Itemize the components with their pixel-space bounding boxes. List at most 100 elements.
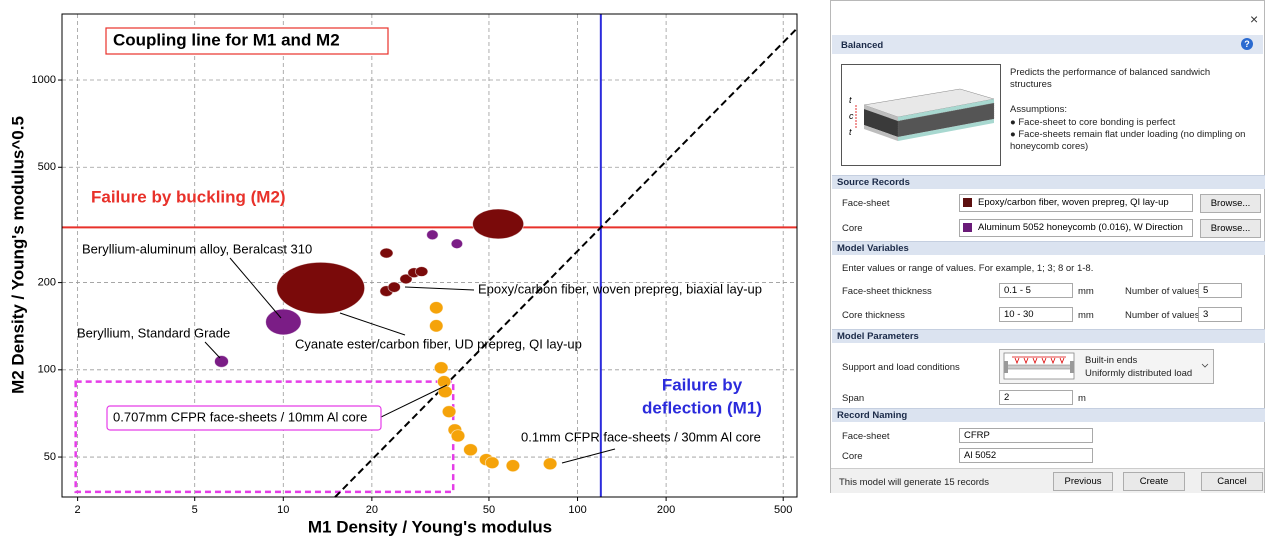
record-field[interactable]: Aluminum 5052 honeycomb (0.016), W Direc…: [959, 219, 1193, 237]
deflection-label: Failure by: [662, 375, 743, 394]
input[interactable]: 2: [999, 390, 1073, 405]
input[interactable]: 3: [1198, 307, 1242, 322]
assumptions-title: Assumptions:: [1010, 104, 1068, 115]
x-tick-label: 100: [568, 504, 586, 516]
annotation: Beryllium-aluminum alloy, Beralcast 310: [82, 241, 312, 256]
unit: mm: [1078, 310, 1094, 321]
field-label: Core thickness: [842, 310, 905, 321]
bubble: [387, 281, 401, 293]
bubble: [399, 273, 413, 285]
annotation-box: [106, 405, 382, 431]
bubble: [450, 238, 464, 250]
sandwich-image: t c t: [849, 88, 995, 141]
close-button[interactable]: ×: [1250, 11, 1259, 27]
bubble: [450, 429, 466, 443]
section-header: Model Variables: [832, 241, 1265, 255]
x-tick-label: 500: [774, 504, 792, 516]
leader-line: [380, 384, 448, 418]
header-bar: [832, 35, 1263, 54]
x-axis-title: M1 Density / Young's modulus: [308, 517, 552, 536]
record-value: Aluminum 5052 honeycomb (0.016), W Direc…: [978, 222, 1183, 233]
field-label: Number of values:: [1125, 310, 1203, 321]
assumption: ● Face-sheet to core bonding is perfect: [1010, 117, 1176, 128]
input[interactable]: 10 - 30: [999, 307, 1073, 322]
leader-line: [561, 448, 616, 464]
y-tick-label: 1000: [32, 74, 56, 86]
bubble: [437, 385, 453, 399]
section-header: Record Naming: [832, 408, 1265, 422]
footer-message: This model will generate 15 records: [839, 477, 989, 488]
bubble: [463, 443, 478, 457]
y-tick-label: 100: [38, 364, 56, 376]
input[interactable]: Al 5052: [959, 448, 1093, 463]
dialog-title: Balanced: [841, 40, 884, 51]
support-value: Uniformly distributed load: [1085, 368, 1193, 379]
title-box: [105, 27, 389, 55]
field-label: Core: [842, 223, 863, 234]
bubble: [472, 208, 525, 240]
leader-line: [339, 312, 406, 336]
field-label: Face-sheet: [842, 431, 890, 442]
bubble: [414, 266, 429, 277]
field-label: Core: [842, 451, 863, 462]
annotation: Beryllium, Standard Grade: [77, 325, 230, 340]
field-label: Span: [842, 393, 865, 404]
bubble: [379, 247, 394, 259]
x-tick-label: 5: [192, 504, 198, 516]
bubble: [429, 319, 444, 333]
x-tick-label: 2: [75, 504, 81, 516]
input[interactable]: 0.1 - 5: [999, 283, 1073, 298]
field-label: Face-sheet: [842, 198, 890, 209]
field-label: Face-sheet thickness: [842, 286, 932, 297]
deflection-label: deflection (M1): [642, 398, 762, 417]
hint: Enter values or range of values. For exa…: [842, 263, 1094, 274]
support-value: Built-in ends: [1085, 355, 1138, 366]
input[interactable]: 5: [1198, 283, 1242, 298]
x-tick-label: 20: [366, 504, 378, 516]
bubble: [429, 301, 444, 315]
leader-line: [404, 286, 475, 291]
image-label: t: [849, 95, 852, 105]
unit: m: [1078, 393, 1086, 404]
input[interactable]: CFRP: [959, 428, 1093, 443]
footer-bar: [831, 468, 1264, 493]
y-tick-label: 500: [38, 161, 56, 173]
cancel-button[interactable]: Cancel: [1201, 472, 1263, 491]
field-label: Number of values:: [1125, 286, 1203, 297]
record-field[interactable]: Epoxy/carbon fiber, woven prepreg, QI la…: [959, 194, 1193, 212]
support-icon: [1003, 352, 1209, 380]
annotation: Cyanate ester/carbon fiber, UD prepreg, …: [295, 336, 582, 351]
image-label: t: [849, 127, 852, 137]
create-button[interactable]: Create: [1123, 472, 1185, 491]
plot-border: [61, 13, 798, 498]
leader-line: [229, 257, 282, 319]
record-value: Epoxy/carbon fiber, woven prepreg, QI la…: [978, 197, 1169, 208]
bubble: [433, 361, 449, 375]
unit: mm: [1078, 286, 1094, 297]
image-label: c: [849, 111, 854, 121]
assumption: ● Face-sheets remain flat under loading …: [1010, 129, 1246, 152]
section-header: Model Parameters: [832, 329, 1265, 343]
bubble: [276, 261, 366, 315]
browse-button[interactable]: Browse...: [1200, 219, 1261, 238]
bubble: [441, 405, 457, 419]
annotation: 0.707mm CFPR face-sheets / 10mm Al core: [113, 409, 367, 424]
color-swatch: [963, 198, 972, 207]
browse-button[interactable]: Browse...: [1200, 194, 1261, 213]
x-tick-label: 50: [483, 504, 495, 516]
chart-title: Coupling line for M1 and M2: [113, 30, 340, 49]
image-box: t c t: [841, 64, 1001, 166]
field-label: Support and load conditions: [842, 362, 960, 373]
dialog: × Balanced ? t c t Predicts the performa…: [830, 0, 1265, 493]
leader-line: [204, 341, 221, 359]
bubble: [426, 229, 439, 241]
description: Predicts the performance of balanced san…: [1010, 67, 1211, 90]
previous-button[interactable]: Previous: [1053, 472, 1113, 491]
y-tick-label: 200: [38, 276, 56, 288]
y-tick-label: 50: [44, 451, 56, 463]
support-dropdown[interactable]: [999, 349, 1214, 384]
annotation: 0.1mm CFPR face-sheets / 30mm Al core: [521, 429, 761, 444]
buckling-label: Failure by buckling (M2): [91, 187, 286, 206]
help-icon[interactable]: ?: [1241, 38, 1253, 50]
